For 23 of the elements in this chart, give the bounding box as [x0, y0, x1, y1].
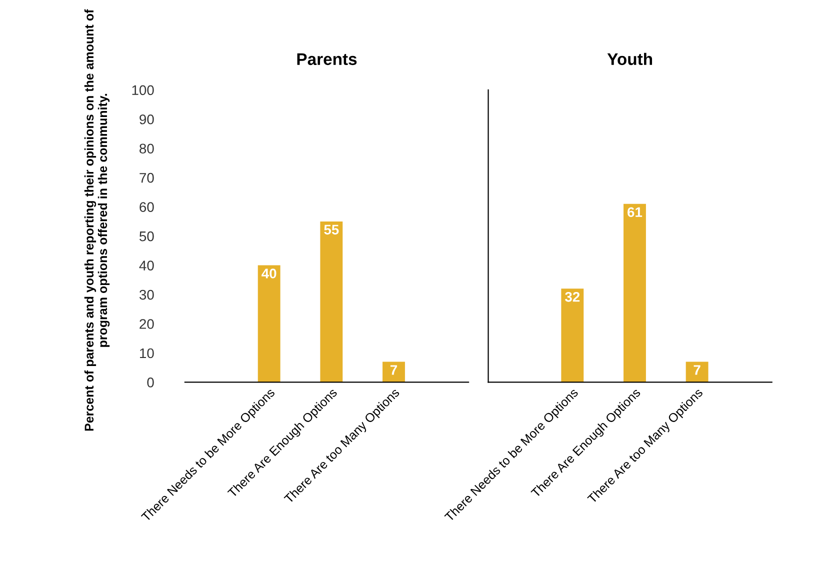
y-tick-label: 10 — [140, 348, 154, 358]
bar — [382, 362, 405, 382]
data-label: 7 — [694, 365, 700, 375]
y-tick-label: 60 — [140, 202, 154, 212]
y-axis-title: Percent of parents and youth reporting their opinions on the amount of program options offered in the community. — [84, 9, 110, 431]
data-label: 61 — [628, 207, 642, 218]
chart-title: Parents — [297, 53, 357, 66]
y-tick-label: 80 — [140, 144, 154, 154]
data-label: 32 — [565, 292, 580, 302]
y-tick-label: 70 — [140, 172, 154, 183]
data-label: 7 — [390, 365, 397, 375]
y-tick-label: 20 — [140, 319, 154, 329]
bar — [320, 221, 343, 382]
bar — [258, 265, 280, 382]
y-tick-label: 90 — [140, 114, 154, 124]
y-tick-label: 30 — [139, 290, 154, 300]
data-label: 40 — [262, 268, 276, 278]
chart-title: Youth — [607, 52, 652, 66]
y-tick-label: 0 — [147, 378, 154, 388]
y-tick-label: 50 — [140, 231, 154, 242]
y-tick-label: 100 — [132, 85, 154, 96]
data-label: 55 — [324, 224, 339, 235]
y-tick-label: 40 — [139, 260, 154, 270]
